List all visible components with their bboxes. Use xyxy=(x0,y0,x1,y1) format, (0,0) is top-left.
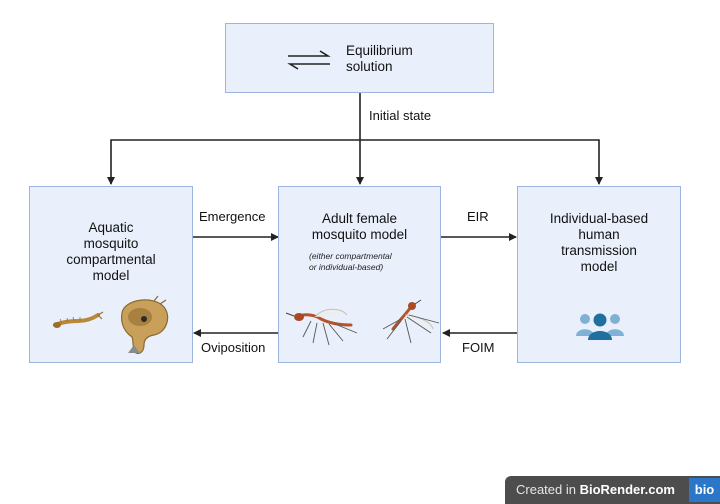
equilibrium-arrows-icon xyxy=(287,50,331,70)
aquatic-model-box: Aquatic mosquito compartmental model xyxy=(29,186,193,363)
biorender-footer[interactable]: Created in BioRender.com bio xyxy=(505,476,720,504)
adult-mosquito-model-title: Adult female mosquito model xyxy=(311,211,408,242)
footer-brand: BioRender.com xyxy=(579,482,675,497)
adult-mosquito-model-subtitle: (either compartmental or individual-base… xyxy=(309,251,392,272)
human-transmission-model-title: Individual-based human transmission mode… xyxy=(549,211,649,274)
mosquito-larva-icon xyxy=(53,311,104,328)
initial-state-label: Initial state xyxy=(369,108,432,123)
aquatic-model-title: Aquatic mosquito compartmental model xyxy=(66,220,156,283)
eir-label: EIR xyxy=(467,209,489,224)
footer-prefix: Created in xyxy=(516,482,580,497)
equilibrium-box: Equilibrium solution xyxy=(225,23,494,93)
biorender-logo: bio xyxy=(689,478,720,502)
mosquito-icon xyxy=(382,299,440,344)
human-transmission-model-box: Individual-based human transmission mode… xyxy=(517,186,681,363)
mosquito-pupa-icon xyxy=(121,295,169,355)
adult-mosquito-model-box: Adult female mosquito model (either comp… xyxy=(278,186,441,363)
emergence-label: Emergence xyxy=(199,209,266,224)
footer-credit: Created in BioRender.com xyxy=(516,482,675,497)
mosquito-icon xyxy=(285,308,358,346)
initial-state-right-branch xyxy=(360,139,603,185)
people-group-icon xyxy=(576,313,624,340)
initial-state-left-branch xyxy=(107,139,360,185)
foim-label: FOIM xyxy=(462,340,495,355)
equilibrium-title: Equilibrium solution xyxy=(346,43,413,74)
oviposition-label: Oviposition xyxy=(201,340,266,355)
